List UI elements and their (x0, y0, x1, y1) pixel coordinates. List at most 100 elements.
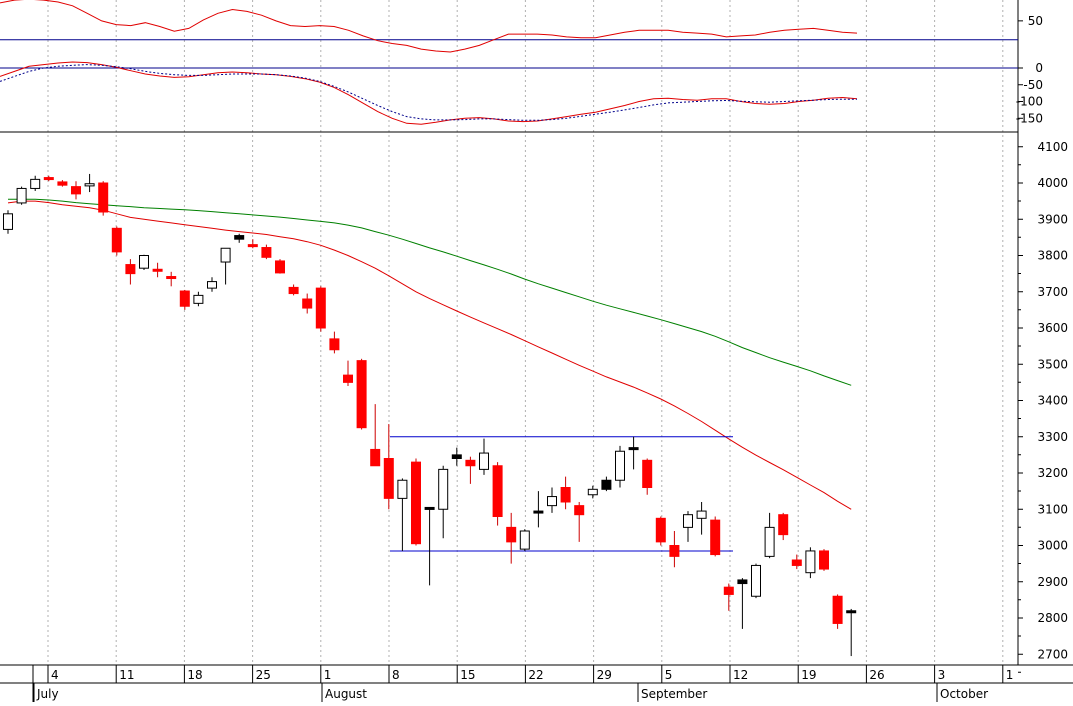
candle-body (737, 579, 748, 585)
x-tick-label: 25 (256, 668, 271, 682)
candle-body (846, 610, 857, 614)
candle-body (601, 479, 612, 490)
month-label: August (325, 687, 367, 701)
grid-layer (0, 0, 1073, 684)
candle-body (383, 458, 394, 499)
candle-body (343, 374, 353, 383)
x-tick-label: 29 (597, 668, 612, 682)
candle-body (30, 178, 41, 189)
x-tick-label: 8 (392, 668, 400, 682)
candle-body (397, 479, 408, 499)
candle-body (315, 287, 326, 329)
macd-signal-line (0, 64, 857, 121)
month-label: July (36, 687, 59, 701)
candle-body (193, 294, 204, 304)
month-label: October (940, 687, 988, 701)
candle-body (179, 290, 190, 307)
price-tick-label: 3000 (1037, 539, 1068, 553)
macd-tick-label: 0 (1035, 61, 1043, 75)
candle-body (819, 550, 829, 570)
price-tick-label: 3600 (1037, 321, 1068, 335)
price-tick-label: 3900 (1037, 212, 1068, 226)
candle-body (261, 247, 272, 258)
x-tick-label: 19 (801, 668, 816, 682)
candle-body (207, 281, 217, 289)
macd-tick-label: -150 (1016, 111, 1043, 125)
axis-layer: 50 0 -50 -100 -150 4100 4000 3900 3800 3700 3600 3 5… (32, 14, 1068, 702)
candle-body (16, 187, 27, 204)
candle-body (424, 506, 435, 510)
price-tick-label: 3100 (1037, 502, 1068, 516)
candle-body (615, 450, 625, 481)
candle-body (710, 519, 721, 556)
candle-body (152, 268, 163, 272)
candle-body (533, 510, 544, 514)
candle-body (642, 459, 653, 488)
candle-body (111, 227, 122, 253)
x-tick-label: 18 (187, 668, 202, 682)
candle-body (547, 496, 557, 507)
oscillator-line (0, 0, 858, 53)
x-tick-label: 26 (869, 668, 884, 682)
candle-body (465, 459, 476, 467)
candle-body (438, 468, 449, 510)
candle-body (370, 448, 381, 467)
price-tick-label: 3800 (1037, 249, 1068, 263)
candle-body (166, 276, 177, 280)
price-tick-label: 4000 (1037, 176, 1068, 190)
macd-tick-label: -50 (1023, 78, 1043, 92)
candle-body (519, 530, 530, 550)
x-tick-label: 3 (938, 668, 946, 682)
candle-body (764, 526, 775, 557)
candle-body (696, 510, 707, 519)
candle-body (247, 244, 258, 248)
price-tick-label: 2900 (1037, 575, 1068, 589)
candle-body (587, 488, 598, 496)
macd-tick-label: -100 (1016, 95, 1043, 109)
moving-average-long (8, 198, 852, 386)
candle-body (683, 514, 693, 528)
candle-body (234, 235, 245, 240)
price-tick-label: 2800 (1037, 611, 1068, 625)
candle-body (778, 514, 789, 536)
x-tick-label: 5 (665, 668, 673, 682)
price-tick-label: 3400 (1037, 394, 1068, 408)
candle-body (125, 264, 136, 275)
candle-body (655, 517, 666, 543)
oscillator-tick-label: 50 (1028, 14, 1043, 28)
candle-body (574, 505, 585, 516)
candle-body (43, 177, 54, 181)
x-tick-label: 11 (119, 668, 134, 682)
x-tick-label: 15 (460, 668, 475, 682)
candle-body (3, 213, 13, 230)
price-tick-label: 3200 (1037, 466, 1068, 480)
x-tick-label: 12 (733, 668, 748, 682)
price-tick-label: 3300 (1037, 430, 1068, 444)
price-tick-label: 4100 (1037, 140, 1068, 154)
price-panel (3, 173, 857, 657)
candle-body (84, 183, 95, 187)
candle-body (628, 447, 639, 451)
moving-average-short (7, 200, 852, 510)
price-tick-label: 3700 (1037, 285, 1068, 299)
candle-body (723, 586, 734, 595)
candle-body (832, 595, 843, 624)
x-tick-label: 22 (528, 668, 543, 682)
candle-body (411, 461, 421, 545)
candle-body (506, 526, 517, 543)
candle-body (275, 260, 285, 274)
candle-body (451, 454, 462, 459)
candle-body (356, 360, 367, 429)
candle-body (791, 559, 802, 566)
candle-body (805, 550, 816, 574)
candle-body (302, 298, 313, 309)
x-tick-label: 1 (1006, 668, 1014, 682)
candle-body (751, 564, 761, 597)
candle-body (139, 255, 149, 269)
x-tick-label: 4 (51, 668, 59, 682)
candle-body (288, 286, 299, 295)
price-tick-label: 2700 (1037, 647, 1068, 661)
candle-body (220, 247, 231, 263)
candle-body (492, 465, 503, 517)
